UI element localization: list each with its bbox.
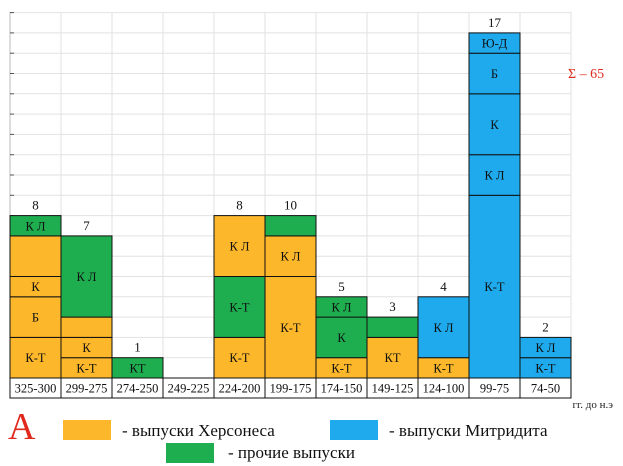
bar-segment-kherson <box>213 215 266 278</box>
legend-swatch-other <box>166 443 214 463</box>
bar-segment-other <box>60 235 113 318</box>
category-label: 149-125 <box>372 382 414 396</box>
category-label: 249-225 <box>168 382 210 396</box>
bar-segment-label: К-Т <box>331 361 352 375</box>
bar-total-label: 7 <box>83 218 90 233</box>
bar-total-label: 5 <box>338 279 345 294</box>
bar-segment-other <box>315 316 368 359</box>
bar-segment-label: К-Т <box>433 361 454 375</box>
bar-segment-label: КТ <box>130 361 146 375</box>
category-label: 274-250 <box>117 382 159 396</box>
bar-segment-mithridates <box>468 154 521 196</box>
bar-segment-kherson <box>9 296 62 338</box>
bar-segment-label: К Л <box>332 300 352 314</box>
bar-segment-label: К-Т <box>229 351 250 365</box>
bar-segment-label: К-Т <box>484 280 505 294</box>
category-label: 74-50 <box>531 382 560 396</box>
bar-segment-label: КТ <box>385 351 401 365</box>
bar-segment-other <box>315 296 368 318</box>
category-label: 124-100 <box>423 382 465 396</box>
sum-annotation: Σ – 65 <box>568 67 604 82</box>
bar-total-label: 10 <box>284 198 297 213</box>
bar-segment-label: Ю-Д <box>482 37 508 51</box>
bar-segment-other <box>213 276 266 338</box>
bar-segment-kherson <box>264 276 317 379</box>
bar-segment-label: К-Т <box>76 361 97 375</box>
category-label: 199-175 <box>270 382 312 396</box>
legend-swatch-kherson <box>63 420 111 440</box>
legend-label-mithridates: - выпуски Митридита <box>389 421 548 440</box>
bar-total-label: 1 <box>134 340 141 355</box>
bar-segment-label: К Л <box>26 219 46 233</box>
bar-segment-kherson <box>60 316 113 338</box>
unit-note: гг. до н.э <box>572 399 614 411</box>
bar-segment-label: К Л <box>281 250 301 264</box>
bar-segment-label: К Л <box>77 270 97 284</box>
bar-segment-label: К <box>490 118 499 132</box>
bar-segment-label: Б <box>32 311 39 325</box>
bar-segment-other <box>9 215 62 237</box>
bar-segment-mithridates <box>468 194 521 379</box>
category-label: 299-275 <box>66 382 108 396</box>
bar-segment-kherson <box>213 336 266 379</box>
bar-segment-kherson <box>9 235 62 277</box>
bar-segment-label: К-Т <box>25 351 46 365</box>
bar-total-label: 4 <box>440 279 447 294</box>
bar-segment-label: К-Т <box>229 300 250 314</box>
bar-segment-label: К Л <box>536 341 556 355</box>
bar-segment-label: К-Т <box>280 321 301 335</box>
bar-segment-label: К <box>82 341 91 355</box>
legend-swatch-mithridates <box>330 420 378 440</box>
panel-letter: А <box>8 406 36 448</box>
chart-totals: 8 7 1 8 10 5 3 4 17 2 <box>32 15 549 355</box>
legend-label-other: - прочие выпуски <box>228 443 355 462</box>
bar-segment-label: К Л <box>434 321 454 335</box>
bar-segment-kherson <box>9 336 62 379</box>
bar-segment-label: Б <box>491 67 498 81</box>
bar-segment-mithridates <box>519 336 572 359</box>
chart-bars: К-Т Б К К Л К-Т К К Л КТ К-Т К-Т К Л К-Т К Л К-Т К К Л К… <box>9 32 572 379</box>
category-label: 174-150 <box>321 382 363 396</box>
stacked-bar-chart: К-Т Б К К Л К-Т К К Л КТ К-Т К-Т К Л К-Т К Л К-Т К К Л К… <box>9 12 604 399</box>
bar-total-label: 8 <box>32 198 39 213</box>
bar-segment-mithridates <box>468 93 521 156</box>
bar-total-label: 8 <box>236 198 243 213</box>
bar-segment-label: К Л <box>485 169 505 183</box>
category-axis-box <box>9 377 572 399</box>
category-label: 325-300 <box>15 382 57 396</box>
bar-segment-label: К <box>31 280 40 294</box>
bar-segment-mithridates <box>468 32 521 54</box>
chart-category-axis: 325-300 299-275 274-250 249-225 224-200 199-1… <box>9 377 572 399</box>
legend-label-kherson: - выпуски Херсонеса <box>122 421 275 440</box>
bar-segment-mithridates <box>468 52 521 95</box>
bar-segment-label: К-Т <box>535 361 556 375</box>
bar-segment-other <box>366 316 419 338</box>
bar-total-label: 3 <box>389 299 396 314</box>
category-label: 99-75 <box>480 382 509 396</box>
bar-total-label: 17 <box>488 15 502 30</box>
bar-segment-other <box>264 215 317 237</box>
category-label: 224-200 <box>219 382 261 396</box>
bar-total-label: 2 <box>542 319 549 334</box>
bar-segment-label: К Л <box>230 240 250 254</box>
bar-segment-label: К <box>337 331 346 345</box>
